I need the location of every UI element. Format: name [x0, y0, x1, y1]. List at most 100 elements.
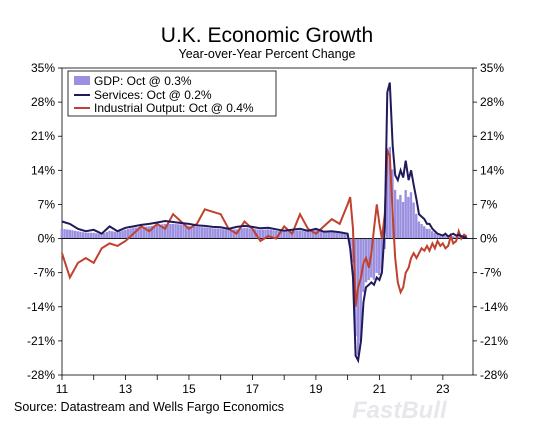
gdp-bar: [184, 225, 188, 239]
gdp-bar: [457, 235, 460, 239]
gdp-bar: [338, 233, 341, 239]
gdp-bar: [169, 223, 172, 239]
gdp-bar: [203, 227, 206, 239]
gdp-bar: [272, 230, 275, 239]
chart-subtitle: Year-over-Year Percent Change: [179, 47, 356, 61]
gdp-bar: [171, 223, 175, 239]
gdp-bar: [174, 224, 177, 239]
gdp-bar: [396, 199, 399, 239]
y-tick-label-left: -7%: [34, 266, 56, 280]
gdp-bar: [248, 228, 251, 239]
gdp-bar: [415, 213, 418, 239]
gdp-bar: [95, 233, 98, 239]
gdp-bar: [232, 229, 235, 239]
services-line: [61, 82, 467, 364]
gdp-bar: [121, 230, 124, 239]
gdp-bar: [105, 231, 109, 239]
gdp-bar: [243, 227, 246, 239]
gdp-bar: [227, 229, 230, 239]
y-tick-label-right: 28%: [480, 95, 504, 109]
gdp-bar: [177, 224, 180, 239]
y-tick-label-left: 28%: [31, 95, 55, 109]
gdp-bar: [311, 230, 315, 239]
gdp-bar: [356, 238, 360, 355]
gdp-bar: [153, 225, 156, 239]
gdp-bar: [200, 227, 204, 239]
gdp-bar: [372, 238, 376, 280]
gdp-bar: [211, 228, 214, 239]
gdp-bar: [388, 146, 392, 239]
x-tick-label: 17: [246, 382, 260, 396]
gdp-bar: [155, 224, 159, 239]
left-y-axis: 35% 28% 21% 14% 7% 0% -7% -14% -21% -28%: [27, 61, 62, 382]
gdp-bar: [245, 228, 249, 239]
gdp-bar: [303, 231, 307, 239]
gdp-bar: [322, 232, 325, 239]
gdp-bar: [158, 224, 161, 239]
gdp-bar: [301, 230, 304, 239]
gdp-bar: [237, 228, 241, 239]
gdp-bar: [428, 228, 431, 239]
legend-box: [67, 70, 277, 117]
gdp-bar: [375, 238, 378, 273]
y-tick-label-right: 35%: [480, 61, 504, 75]
gdp-bar: [438, 236, 442, 239]
y-tick-label-right: -28%: [480, 368, 508, 382]
watermark-logo: FastBull: [352, 397, 448, 424]
gdp-bar: [261, 229, 265, 239]
gdp-bar: [309, 231, 312, 239]
y-tick-label-left: 14%: [31, 163, 55, 177]
gdp-bar: [68, 229, 71, 239]
x-tick-label: 15: [182, 382, 196, 396]
gdp-bar: [150, 225, 153, 239]
gdp-bar: [343, 233, 347, 239]
gdp-bar: [399, 194, 402, 239]
gdp-bar: [73, 230, 77, 239]
gdp-bar: [333, 232, 336, 239]
x-tick-label: 21: [373, 382, 387, 396]
plot-area: [60, 67, 474, 376]
gdp-bar: [319, 231, 323, 239]
gdp-bar: [116, 232, 119, 239]
gdp-bar: [195, 226, 198, 239]
gdp-bar: [60, 228, 64, 239]
gdp-bar: [425, 228, 429, 239]
y-tick-label-left: -21%: [27, 334, 55, 348]
gdp-bar: [393, 189, 397, 239]
x-axis: 11 13 15 17 19 21 23: [56, 375, 450, 396]
gdp-bar: [325, 232, 328, 239]
gdp-bar: [401, 202, 405, 239]
gdp-bar: [298, 230, 302, 239]
gdp-bar: [118, 231, 122, 239]
gdp-bar: [187, 225, 191, 239]
gdp-bar: [97, 233, 101, 239]
gdp-bar: [102, 233, 106, 239]
legend-label-services: Services: Oct @ 0.2%: [94, 88, 212, 102]
y-tick-label-right: -21%: [480, 334, 508, 348]
y-tick-label-left: 21%: [31, 129, 55, 143]
gdp-bar: [335, 232, 339, 239]
gdp-bars: [60, 146, 468, 355]
y-tick-label-right: 14%: [480, 163, 504, 177]
gdp-bar: [454, 237, 458, 239]
gdp-bar: [222, 229, 225, 239]
legend-label-industrial: Industrial Output: Oct @ 0.4%: [94, 101, 254, 115]
gdp-bar: [166, 223, 169, 239]
gdp-bar: [444, 235, 447, 239]
y-tick-label-right: 7%: [480, 197, 498, 211]
right-y-axis: 35% 28% 21% 14% 7% 0% -7% -14% -21% -28%: [473, 61, 508, 382]
gdp-bar: [137, 227, 140, 239]
gdp-bar: [206, 227, 209, 239]
gdp-bar: [161, 224, 164, 239]
gdp-bar: [84, 232, 87, 239]
gdp-bar: [423, 226, 426, 239]
gdp-bar: [259, 229, 262, 239]
gdp-bar: [306, 231, 310, 239]
gdp-bar: [224, 229, 228, 239]
gdp-bar: [81, 232, 85, 239]
gdp-bar: [380, 238, 384, 270]
legend-label-gdp: GDP: Oct @ 0.3%: [94, 74, 192, 88]
gdp-bar: [126, 229, 130, 239]
gdp-bar: [317, 230, 320, 239]
chart-title: U.K. Economic Growth: [161, 24, 373, 47]
